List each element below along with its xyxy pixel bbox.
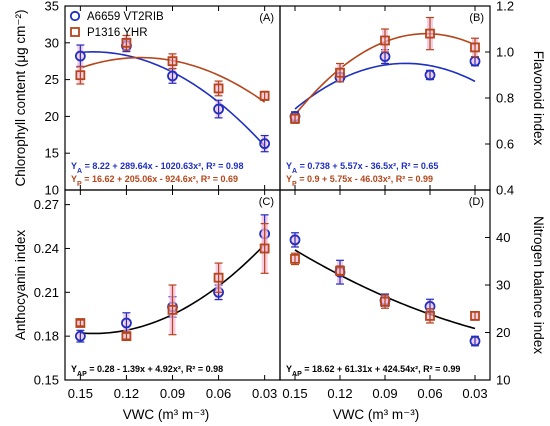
y-tick-label: 0.15	[34, 373, 59, 388]
y-tick-label: 1.0	[496, 45, 514, 60]
fit-curve	[294, 62, 476, 110]
data-point-p	[121, 37, 132, 48]
regression-equation: YA = 0.738 + 5.57x - 36.5x², R² = 0.65	[286, 161, 438, 175]
y-tick-label: 0.18	[34, 329, 59, 344]
data-point-p	[259, 90, 270, 101]
data-point-a	[121, 317, 132, 329]
x-tick-label: 0.15	[282, 386, 307, 401]
y-tick-label: 10	[45, 183, 59, 198]
x-tick-label: 0.09	[372, 386, 397, 401]
x-tick-label: 0.15	[68, 386, 93, 401]
legend-marker-square	[70, 27, 80, 37]
data-point-p	[167, 56, 178, 67]
data-point-p	[470, 42, 480, 53]
data-point-a	[469, 335, 481, 347]
data-point-p	[213, 83, 224, 94]
data-point-p	[213, 272, 224, 283]
y-tick-label: 30	[496, 278, 510, 293]
data-point-p	[259, 243, 270, 254]
y-tick-label: 1.2	[496, 0, 514, 14]
y-tick-label: 20	[45, 109, 59, 124]
y-axis-label: Flavonoid index	[531, 51, 546, 146]
x-tick-label: 0.03	[462, 386, 487, 401]
data-point-p	[290, 113, 300, 124]
y-axis-label: Chlorophyll content (μg cm⁻²)	[13, 10, 28, 187]
regression-equation: YA = 8.22 + 289.64x - 1020.63x², R² = 0.…	[71, 161, 243, 175]
data-point-p	[75, 318, 86, 328]
regression-equation: YP = 16.62 + 205.06x - 924.6x², R² = 0.6…	[71, 174, 238, 188]
regression-equation: YAP = 0.28 - 1.39x + 4.92x², R² = 0.98	[71, 364, 223, 378]
data-point-p	[380, 35, 390, 46]
y-tick-label: 0.8	[496, 91, 514, 106]
data-point-p	[425, 310, 435, 321]
data-point-a	[289, 234, 301, 246]
y-tick-label: 0.21	[34, 285, 59, 300]
panel-c: 0.15 0.18 0.21 0.24 0.27 0.15 0.12 0.09 0.06 0.03…	[13, 189, 281, 401]
y-tick-label: 0.6	[496, 137, 514, 152]
data-point-a	[74, 330, 86, 342]
y-tick-label: 15	[45, 146, 59, 161]
x-tick-label: 0.06	[206, 386, 231, 401]
fit-curve	[294, 249, 476, 330]
data-point-p	[75, 70, 86, 81]
y-axis-label: Nitrogen balance index	[531, 216, 546, 354]
y-tick-label: 0.24	[34, 241, 59, 256]
panel-d: 10 20 30 40 0.15 0.12 0.09 0.06 0.03 (D) Nitrogen …	[279, 189, 546, 401]
data-point-a	[259, 138, 271, 150]
panel-label: (B)	[469, 12, 484, 24]
data-point-a	[213, 103, 224, 115]
y-tick-label: 20	[496, 325, 510, 340]
panel-label: (D)	[469, 196, 484, 208]
data-point-a	[167, 70, 178, 82]
panel-label: (A)	[259, 12, 274, 24]
data-point-p	[290, 253, 300, 264]
y-tick-label: 30	[45, 35, 59, 50]
legend-marker-circle	[69, 10, 81, 22]
y-tick-label: 0.27	[34, 197, 59, 212]
y-tick-label: 10	[496, 373, 510, 388]
x-tick-label: 0.12	[327, 386, 352, 401]
data-point-a	[74, 50, 86, 62]
data-point-p	[335, 67, 345, 78]
legend-entry: P1316 YHR	[87, 27, 148, 39]
panel-label: (C)	[259, 196, 274, 208]
data-point-p	[425, 28, 435, 39]
data-point-p	[470, 310, 480, 321]
legend-entry: A6659 VT2RIB	[87, 11, 164, 23]
y-tick-label: 0.4	[496, 183, 514, 198]
regression-equation: YP = 0.9 + 5.75x - 46.03x², R² = 0.99	[286, 174, 433, 188]
x-tick-label: 0.06	[417, 386, 442, 401]
data-point-p	[380, 296, 390, 307]
data-point-p	[121, 331, 132, 342]
x-tick-label: 0.09	[160, 386, 185, 401]
y-axis-label: Anthocyanin index	[13, 230, 28, 341]
y-tick-label: 35	[45, 0, 59, 14]
y-tick-label: 40	[496, 230, 510, 245]
y-tick-label: 25	[45, 72, 59, 87]
x-axis-label-left: VWC (m³ m⁻³)	[123, 407, 210, 422]
data-point-p	[167, 304, 178, 315]
x-tick-label: 0.12	[114, 386, 139, 401]
plot-frame	[279, 189, 491, 381]
data-point-a	[424, 69, 436, 81]
x-axis-label-right: VWC (m³ m⁻³)	[333, 407, 420, 422]
panel-b: 0.4 0.6 0.8 1.0 1.2 (B) Flavonoid index YA = 0.…	[279, 0, 546, 198]
regression-equation: YAP = 18.62 + 61.31x + 424.54x², R² = 0.…	[286, 364, 460, 378]
data-point-p	[335, 265, 345, 276]
x-tick-label: 0.03	[252, 386, 277, 401]
